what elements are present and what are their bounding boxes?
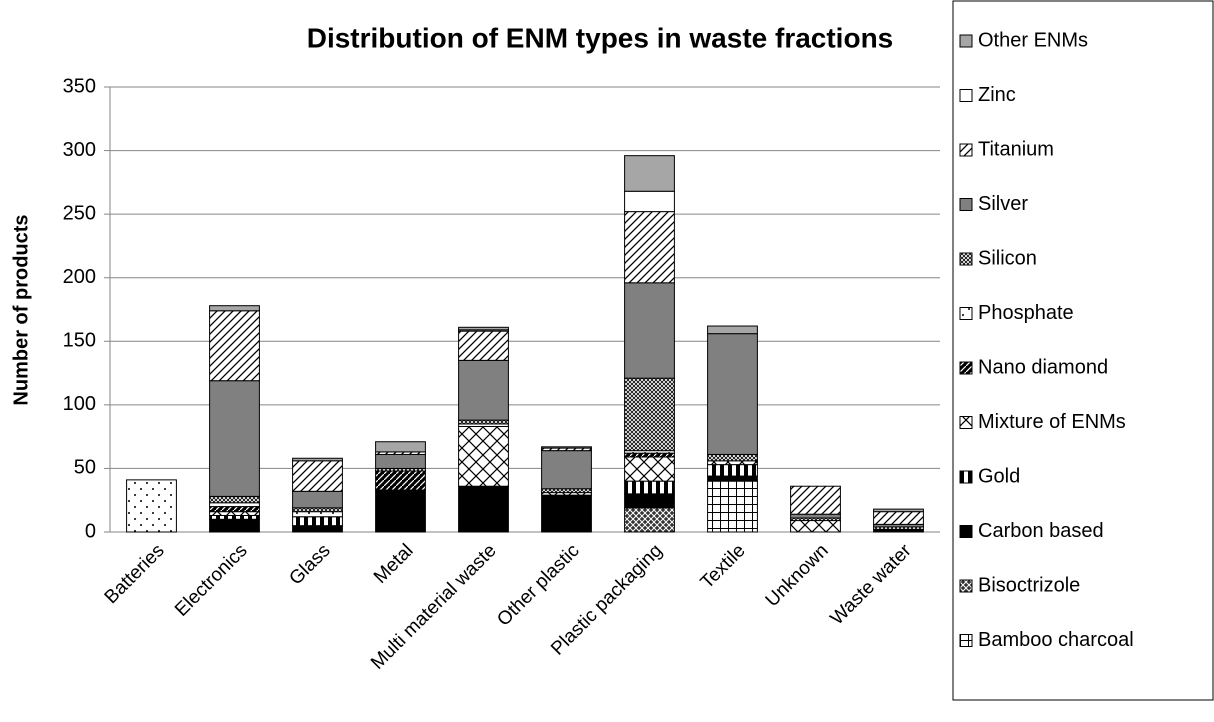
bar-segment — [707, 325, 758, 335]
bar-segment — [624, 190, 675, 213]
bar-segment — [707, 453, 758, 462]
bar-segment — [790, 513, 841, 519]
bar-segment — [707, 333, 758, 455]
legend-swatch — [959, 361, 973, 375]
bar-segment — [375, 470, 426, 491]
bar-segment — [458, 330, 509, 361]
bar-segment — [624, 155, 675, 192]
bar-segment — [458, 359, 509, 421]
bar-segment — [292, 525, 343, 533]
bar-segment — [209, 305, 260, 312]
legend-label: Silver — [978, 193, 1028, 215]
x-tick-label: Batteries — [101, 540, 169, 608]
bar-segment — [790, 520, 841, 533]
legend-swatch — [959, 416, 973, 429]
bar-segment — [790, 485, 841, 515]
bar-segment — [292, 516, 343, 527]
bar-segment — [624, 452, 675, 458]
bar-segment — [209, 495, 260, 504]
bar-segment — [541, 488, 592, 494]
bar-segment — [375, 453, 426, 469]
bar-segment — [624, 456, 675, 482]
legend-swatch — [959, 143, 973, 157]
bar-segment — [624, 377, 675, 452]
y-tick-label: 300 — [63, 139, 96, 161]
legend-swatch — [959, 252, 973, 266]
bar-segment — [707, 460, 758, 466]
legend-swatch — [959, 307, 973, 320]
bar-segment — [209, 511, 260, 516]
x-tick-label: Other plastic — [493, 540, 583, 630]
bar-segment — [624, 507, 675, 533]
bar-segment — [541, 450, 592, 490]
bar-segment — [458, 425, 509, 487]
bar-segment — [458, 326, 509, 331]
bar-segment — [292, 490, 343, 509]
y-tick-label: 250 — [63, 202, 96, 224]
y-tick-label: 50 — [74, 457, 96, 479]
legend-label: Silicon — [978, 247, 1037, 269]
bar-segment — [458, 485, 509, 533]
y-tick-label: 350 — [63, 75, 96, 97]
y-tick-label: 150 — [63, 330, 96, 352]
legend-label: Phosphate — [978, 302, 1074, 324]
bar-segment — [458, 419, 509, 425]
x-tick-label: Unknown — [762, 540, 833, 611]
legend-swatch — [959, 525, 973, 538]
legend-swatch — [959, 89, 973, 102]
legend-label: Carbon based — [978, 520, 1104, 542]
y-tick-label: 200 — [63, 266, 96, 288]
legend-swatch — [959, 198, 973, 211]
legend-swatch — [959, 470, 973, 484]
bar-segment — [209, 518, 260, 533]
chart-title: Distribution of ENM types in waste fract… — [307, 22, 894, 53]
bar-segment — [624, 282, 675, 379]
bar-segment — [873, 511, 924, 525]
bar-segment — [707, 464, 758, 477]
bar-segment — [209, 514, 260, 520]
x-tick-label: Glass — [285, 540, 334, 589]
bar-segment — [375, 489, 426, 533]
bar-segment — [209, 380, 260, 497]
bar-segment — [873, 508, 924, 513]
bar-segment — [707, 475, 758, 482]
bar-segment — [541, 446, 592, 449]
bar-segment — [209, 310, 260, 382]
bar-segment — [707, 480, 758, 533]
y-axis-label: Number of products — [10, 214, 32, 405]
bar-segment — [126, 479, 177, 533]
bar-segment — [209, 506, 260, 513]
legend-label: Gold — [978, 465, 1020, 487]
legend-swatch — [959, 634, 973, 647]
x-tick-label: Electronics — [171, 540, 252, 621]
legend-label: Mixture of ENMs — [978, 411, 1126, 433]
bar-segment — [541, 494, 592, 533]
legend-label: Zinc — [978, 84, 1016, 106]
bar-segment — [292, 457, 343, 462]
legend-swatch — [959, 579, 973, 593]
legend-label: Nano diamond — [978, 356, 1108, 378]
bar-segment — [292, 511, 343, 518]
legend-label: Bamboo charcoal — [978, 629, 1134, 651]
bar-segment — [624, 493, 675, 509]
bar-segment — [292, 507, 343, 513]
legend-label: Bisoctrizole — [978, 574, 1080, 596]
x-tick-label: Metal — [370, 540, 418, 588]
legend-label: Other ENMs — [978, 29, 1088, 51]
y-tick-label: 100 — [63, 393, 96, 415]
legend-swatch — [959, 34, 973, 48]
x-tick-label: Textile — [697, 540, 750, 593]
legend-label: Titanium — [978, 138, 1054, 160]
bar-segment — [375, 441, 426, 453]
legend-box — [952, 0, 1214, 701]
bar-segment — [292, 460, 343, 492]
bar-segment — [209, 502, 260, 508]
bar-segment — [624, 211, 675, 284]
bar-segment — [624, 480, 675, 495]
y-tick-label: 0 — [85, 520, 96, 542]
x-tick-label: Waste water — [827, 540, 916, 629]
